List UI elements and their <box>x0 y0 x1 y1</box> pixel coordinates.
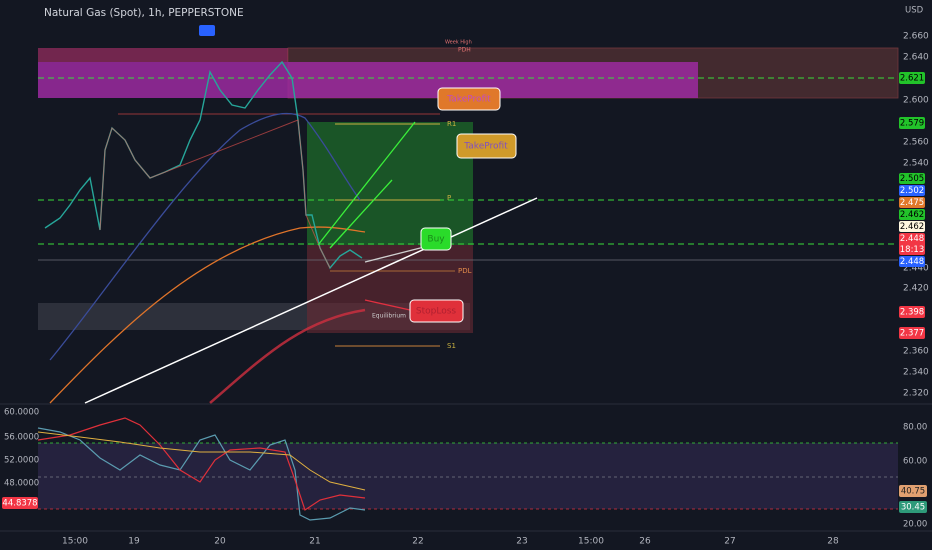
price-badge <box>899 306 925 318</box>
arrow <box>364 299 411 311</box>
osc-tick: 48.0000 <box>4 479 39 489</box>
arrow <box>329 179 393 249</box>
badge-text: 2.475 <box>900 198 924 208</box>
zone <box>38 48 288 62</box>
badge-text: 2.462 <box>900 210 924 220</box>
level-label: Week High <box>445 40 472 46</box>
price-badge <box>899 185 925 196</box>
osc-tick: 56.0000 <box>4 433 39 443</box>
price-badge <box>899 72 925 84</box>
callout-text: StopLoss <box>416 307 457 317</box>
time-tick: 20 <box>214 537 226 547</box>
badge-text: 2.502 <box>900 186 924 196</box>
badge-text: 44.8378 <box>2 499 37 509</box>
price-tick: 2.360 <box>903 347 929 357</box>
trend-line <box>84 197 538 404</box>
time-tick: 28 <box>827 537 839 547</box>
price-tick: 2.560 <box>903 138 929 148</box>
badge-text: 2.448 <box>900 234 924 244</box>
time-tick: 22 <box>412 537 423 547</box>
badge-text: 2.505 <box>900 174 924 184</box>
time-tick: 15:00 <box>62 537 88 547</box>
callout-text: TakeProfit <box>463 142 508 152</box>
oscillator-line <box>37 417 366 511</box>
osc-badge <box>2 497 38 509</box>
indicator-icon[interactable] <box>199 25 215 36</box>
price-tick: 2.340 <box>903 368 929 378</box>
level-label: Equilibrium <box>372 313 406 320</box>
currency-label: USD <box>905 6 924 16</box>
take-profit-callout <box>437 87 501 111</box>
moving-average <box>49 112 361 361</box>
price-badge <box>899 117 925 129</box>
price-path <box>99 119 331 269</box>
arrow <box>317 121 416 246</box>
badge-text: 30.45 <box>901 503 925 513</box>
oscillator-line <box>37 427 366 521</box>
buy-callout <box>420 227 452 251</box>
price-tick: 2.440 <box>903 264 929 274</box>
osc-tick: 80.00 <box>903 423 927 433</box>
price-badge <box>899 197 925 208</box>
zone <box>38 62 698 98</box>
badge-text: 2.462 <box>900 222 924 232</box>
osc-tick: 52.0000 <box>4 456 39 466</box>
badge-text: 2.448 <box>900 257 924 267</box>
price-tick: 2.320 <box>903 389 929 399</box>
badge-text: 2.398 <box>900 308 924 318</box>
time-tick: 15:00 <box>578 537 604 547</box>
price-tick: 2.420 <box>903 284 929 294</box>
price-badge <box>899 327 925 339</box>
time-tick: 19 <box>128 537 140 547</box>
price-tick: 2.640 <box>903 53 929 63</box>
badge-text: 18:13 <box>900 245 925 255</box>
price-badge <box>899 256 925 267</box>
badge-text: 2.621 <box>900 74 924 84</box>
osc-badge <box>899 501 927 513</box>
time-tick: 26 <box>639 537 651 547</box>
time-axis: 15:00 19 20 21 22 23 15:00 26 27 28 <box>62 537 839 547</box>
price-badge <box>899 221 925 232</box>
time-tick: 21 <box>309 537 320 547</box>
time-tick: 27 <box>724 537 735 547</box>
callout-text: Buy <box>427 235 445 245</box>
level-label: R1 <box>447 120 456 128</box>
price-tick: 2.540 <box>903 159 929 169</box>
oscillator-line <box>37 431 366 491</box>
moving-average <box>49 226 366 404</box>
take-profit-callout <box>456 133 517 159</box>
level-label: S1 <box>447 342 456 350</box>
oscillator-band <box>38 443 898 509</box>
price-badge <box>899 173 925 184</box>
moving-average <box>209 308 366 404</box>
level-label: PDL <box>458 267 472 275</box>
osc-tick: 60.00 <box>903 457 927 467</box>
osc-tick: 20.00 <box>903 520 927 530</box>
symbol-title: Natural Gas (Spot), 1h, PEPPERSTONE <box>44 7 244 19</box>
badge-text: 2.579 <box>900 119 924 129</box>
badge-text: 40.75 <box>901 487 925 497</box>
osc-badge <box>899 485 927 497</box>
time-tick: 23 <box>516 537 527 547</box>
badge-text: 2.377 <box>900 329 924 339</box>
price-tick: 2.600 <box>903 96 929 106</box>
price-badge <box>899 233 925 255</box>
stop-loss-callout <box>409 299 464 323</box>
osc-tick: 60.0000 <box>4 408 39 418</box>
price-tick: 2.660 <box>903 32 929 42</box>
price-badge <box>899 209 925 220</box>
level-label: P <box>447 194 451 202</box>
price-axis: 2.660 2.640 2.600 2.560 2.540 2.440 2.42… <box>903 32 929 399</box>
level-label: PDH <box>458 47 471 54</box>
callout-text: TakeProfit <box>446 95 491 105</box>
